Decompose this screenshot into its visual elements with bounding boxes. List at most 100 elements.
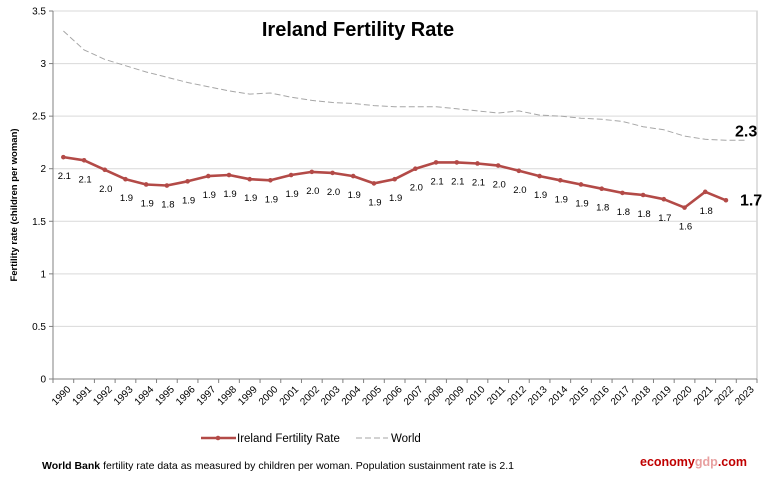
- ireland-data-label-2019: 1.7: [658, 213, 671, 224]
- x-tick-label-2015: 2015: [568, 384, 592, 408]
- chart-title: Ireland Fertility Rate: [262, 19, 454, 41]
- x-tick-label-2006: 2006: [381, 384, 405, 408]
- ireland-point-2010: [475, 161, 480, 166]
- ireland-data-label-2000: 1.9: [265, 194, 278, 205]
- ireland-point-1992: [102, 167, 108, 173]
- ireland-data-label-1996: 1.9: [182, 195, 195, 206]
- ireland-data-label-2018: 1.8: [638, 209, 651, 220]
- ireland-data-label-1999: 1.9: [244, 193, 257, 204]
- x-tick-label-1999: 1999: [236, 384, 260, 408]
- ireland-point-2022: [723, 197, 729, 203]
- y-axis-label: Fertility rate (children per woman): [9, 128, 20, 281]
- legend: Ireland Fertility Rate World: [201, 433, 421, 445]
- x-tick-label-2013: 2013: [526, 384, 550, 408]
- ireland-point-2012: [516, 168, 522, 174]
- ireland-data-label-2014: 1.9: [555, 194, 568, 205]
- ireland-point-1990: [61, 154, 66, 160]
- ireland-data-label-1997: 1.9: [203, 190, 216, 201]
- ireland-point-2008: [433, 160, 439, 165]
- x-tick-label-1991: 1991: [71, 384, 95, 408]
- y-tick-label-4: 2: [40, 164, 46, 175]
- x-tick-label-2010: 2010: [464, 384, 488, 408]
- ireland-data-label-2009: 2.1: [451, 176, 464, 187]
- ireland-data-label-2011: 2.0: [493, 180, 506, 191]
- series-line-world: [63, 30, 747, 141]
- ireland-point-2009: [454, 160, 460, 165]
- ireland-data-label-1995: 1.8: [161, 200, 174, 211]
- x-tick-label-2017: 2017: [609, 384, 633, 408]
- ireland-point-1997: [205, 173, 211, 179]
- ireland-data-label-2020: 1.6: [679, 222, 692, 233]
- ireland-data-label-1994: 1.9: [141, 198, 154, 209]
- y-tick-label-6: 3: [40, 59, 46, 70]
- x-tick-label-1992: 1992: [91, 384, 115, 408]
- ireland-data-label-2006: 1.9: [389, 193, 402, 204]
- y-tick-label-0: 0: [40, 375, 46, 386]
- ireland-point-2007: [413, 166, 418, 172]
- x-tick-label-1997: 1997: [195, 384, 219, 408]
- ireland-data-label-1998: 1.9: [223, 189, 236, 200]
- x-tick-label-2021: 2021: [692, 384, 716, 408]
- ireland-point-1994: [143, 182, 149, 187]
- ireland-data-label-1990: 2.1: [58, 171, 71, 182]
- ireland-point-2000: [268, 177, 273, 183]
- ireland-data-label-2017: 1.8: [617, 207, 630, 218]
- x-tick-label-1996: 1996: [174, 384, 198, 408]
- x-tick-label-2008: 2008: [423, 384, 447, 408]
- y-tick-label-2: 1: [40, 269, 46, 280]
- ireland-point-2002: [309, 169, 315, 175]
- ireland-point-2018: [640, 192, 646, 198]
- x-tick-label-2018: 2018: [630, 384, 654, 408]
- x-tick-label-1990: 1990: [50, 384, 74, 408]
- ireland-data-label-2008: 2.1: [430, 176, 443, 187]
- ireland-data-label-2004: 1.9: [348, 190, 361, 201]
- x-tick-label-2012: 2012: [505, 384, 529, 408]
- ireland-point-2017: [620, 190, 625, 196]
- ireland-point-2004: [350, 173, 356, 179]
- x-tick-label-2011: 2011: [485, 384, 508, 407]
- ireland-point-2005: [371, 181, 377, 186]
- x-tick-label-2016: 2016: [588, 384, 612, 408]
- x-tick-label-1995: 1995: [153, 384, 177, 408]
- brand-part-com: .com: [717, 455, 747, 469]
- ireland-point-1999: [247, 176, 253, 182]
- ireland-data-label-1992: 2.0: [99, 184, 112, 195]
- ireland-data-label-2005: 1.9: [368, 197, 381, 208]
- x-tick-label-2022: 2022: [713, 384, 737, 408]
- ireland-data-label-2016: 1.8: [596, 203, 609, 214]
- x-tick-label-1998: 1998: [216, 384, 240, 408]
- data-labels: 2.1 2.1 2.0 1.9 1.9 1.8 1.9 1.9 1.9 1.9 1.9 1.9 2.0 2…: [58, 123, 763, 232]
- plot-area-border: [52, 10, 758, 380]
- footnote-source: World Bank: [42, 460, 101, 472]
- ireland-point-2006: [392, 176, 397, 182]
- ireland-data-label-2003: 2.0: [327, 187, 340, 198]
- x-tick-label-2007: 2007: [402, 384, 426, 408]
- world-end-label: 2.3: [735, 123, 757, 140]
- gridlines: [52, 10, 758, 380]
- ireland-point-2019: [661, 196, 667, 202]
- ireland-data-label-2015: 1.9: [575, 198, 588, 209]
- x-tick-label-2002: 2002: [298, 384, 322, 408]
- ireland-point-2015: [578, 182, 584, 187]
- brand-logo: economygdp.com: [640, 455, 747, 469]
- ireland-point-2014: [557, 177, 563, 183]
- ireland-point-1998: [226, 172, 232, 178]
- ireland-data-label-1991: 2.1: [78, 174, 91, 185]
- ireland-data-label-2013: 1.9: [534, 190, 547, 201]
- ireland-point-2020: [682, 205, 687, 210]
- ireland-point-2013: [537, 173, 542, 179]
- ireland-point-2016: [599, 186, 605, 191]
- ireland-point-1993: [123, 176, 128, 182]
- ireland-point-2011: [495, 163, 501, 168]
- ireland-point-1995: [164, 183, 170, 188]
- x-tick-label-1993: 1993: [112, 384, 136, 408]
- ireland-data-label-2012: 2.0: [513, 185, 526, 196]
- x-tick-label-2023: 2023: [733, 384, 757, 408]
- x-tick-label-2019: 2019: [650, 384, 674, 408]
- x-tick-label-2004: 2004: [340, 384, 364, 408]
- y-tick-label-7: 3.5: [32, 7, 46, 18]
- x-tick-label-2020: 2020: [671, 384, 695, 408]
- x-tick-label-2001: 2001: [278, 384, 302, 408]
